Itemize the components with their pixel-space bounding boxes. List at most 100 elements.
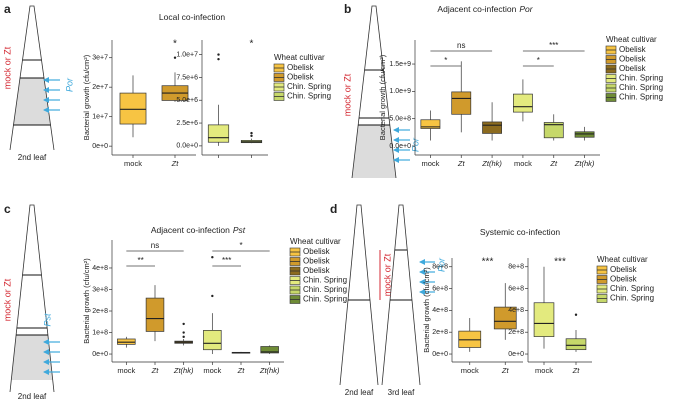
outlier [182, 335, 185, 339]
leaf-outline [351, 5, 397, 179]
treatment-label: mock or Zt [2, 278, 12, 321]
legend-label: Chin. Spring [287, 82, 331, 91]
chart-title-italic: Por [519, 4, 533, 14]
legend-label: Obelisk [610, 275, 638, 284]
y-tick-label: 1.0e+9 [389, 88, 411, 95]
box [451, 91, 472, 115]
box [207, 124, 230, 143]
y-tick-label: 0e+0 [92, 351, 108, 358]
y-axis-label: Bacterial growth (cfu/cm²) [82, 54, 91, 140]
legend-label: Chin. Spring [610, 284, 654, 293]
box [513, 93, 533, 113]
y-tick-label: 6e+8 [432, 285, 448, 292]
significance: * [444, 56, 447, 65]
y-tick-label: 2e+7 [92, 84, 108, 91]
y-axis-label: Bacterial growth (cfu/cm²) [378, 54, 387, 140]
box [145, 297, 165, 332]
chart-title: Systemic co-infection [480, 227, 561, 237]
leaf-outline [339, 204, 379, 386]
pathogen-label: Por [64, 77, 74, 92]
box [533, 302, 555, 337]
box [203, 330, 222, 351]
box [119, 92, 147, 125]
treatment-label: mock or Zt [342, 73, 352, 116]
significance: *** [549, 41, 558, 50]
chart-title-text: Adjacent co-infection [151, 225, 230, 235]
x-tick-label: Zt [237, 366, 246, 375]
significance: * [239, 241, 242, 250]
leaf-label: 3rd leaf [388, 388, 415, 397]
panel-letter: a [4, 2, 11, 16]
y-tick-label: 2.5e+6 [176, 120, 198, 127]
y-axis-label: Bacterial growth (cfu/cm²) [82, 258, 91, 344]
y-tick-label: 1.5e+9 [389, 61, 411, 68]
legend-label: Obelisk [619, 45, 647, 54]
x-tick-label: Zt(hk) [173, 366, 194, 375]
chart-title-italic: Pst [233, 225, 246, 235]
box [493, 306, 517, 330]
x-tick-label: Zt [572, 366, 581, 375]
box [482, 121, 502, 134]
legend-label: Obelisk [303, 257, 331, 266]
legend-label: Obelisk [287, 73, 315, 82]
panel-letter: d [330, 202, 337, 216]
y-tick-label: 2e+8 [432, 329, 448, 336]
y-tick-label: 2e+8 [508, 329, 524, 336]
chart-title-text: Local co-infection [159, 12, 225, 22]
x-tick-label: mock [421, 159, 439, 168]
box [565, 338, 587, 351]
y-tick-label: 2e+8 [92, 308, 108, 315]
significance: * [537, 56, 540, 65]
leaf-infiltrated-area [13, 78, 51, 125]
chart-title: Local co-infection [159, 12, 225, 22]
y-tick-label: 0.0e+0 [176, 143, 198, 150]
box [543, 122, 564, 139]
outlier [211, 294, 214, 298]
legend-label: Obelisk [619, 55, 647, 64]
y-tick-label: 1e+7 [92, 114, 108, 121]
y-tick-label: 5.0e+6 [176, 97, 198, 104]
y-tick-label: 4e+8 [432, 307, 448, 314]
x-tick-label: Zt [171, 159, 180, 168]
x-tick-label: mock [461, 366, 479, 375]
x-tick-label: mock [535, 366, 553, 375]
y-tick-label: 3e+7 [92, 55, 108, 62]
legend-label: Obelisk [610, 265, 638, 274]
x-tick-label: Zt [501, 366, 510, 375]
leaf-outline [9, 204, 55, 393]
significance: *** [554, 257, 566, 268]
treatment-label: mock or Zt [382, 253, 392, 296]
y-tick-label: 7.5e+6 [176, 74, 198, 81]
box [420, 119, 441, 129]
significance: ns [457, 41, 465, 50]
significance: *** [482, 257, 494, 268]
significance: ns [151, 241, 159, 250]
leaf-infiltrated-area [352, 125, 396, 178]
x-tick-label: Zt [549, 159, 558, 168]
y-axis-label: Bacterial growth (cfu/cm²) [422, 267, 431, 353]
y-tick-label: 3e+8 [92, 286, 108, 293]
outlier [182, 331, 185, 334]
x-tick-label: mock [117, 366, 135, 375]
leaf-label: 2nd leaf [18, 392, 47, 401]
legend-label: Chin. Spring [619, 74, 663, 83]
outlier [250, 131, 253, 135]
significance: ** [138, 256, 144, 265]
y-tick-label: 0e+0 [508, 351, 524, 358]
chart-title-text: Systemic co-infection [480, 227, 561, 237]
legend-title: Wheat cultivar [597, 255, 648, 264]
legend-label: Obelisk [303, 247, 331, 256]
y-tick-label: 1.0e+7 [176, 51, 198, 58]
x-tick-label: mock [203, 366, 221, 375]
y-tick-label: 0e+0 [432, 351, 448, 358]
legend-title: Wheat cultivar [274, 53, 325, 62]
legend-title: Wheat cultivar [606, 35, 657, 44]
y-tick-label: 8e+8 [508, 264, 524, 271]
legend-label: Chin. Spring [303, 276, 347, 285]
significance: * [173, 39, 177, 50]
y-tick-label: 1e+8 [92, 329, 108, 336]
legend-label: Chin. Spring [303, 295, 347, 304]
chart-title-text: Adjacent co-infection [437, 4, 516, 14]
y-tick-label: 4e+8 [508, 307, 524, 314]
